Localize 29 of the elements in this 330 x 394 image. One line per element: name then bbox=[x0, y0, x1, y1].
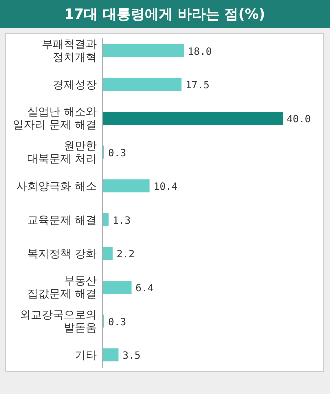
y-tick-label: 사회양극화 해소 bbox=[16, 180, 97, 194]
y-tick-label: 실업난 해소와 일자리 문제 해결 bbox=[13, 106, 97, 132]
bar bbox=[103, 247, 113, 260]
y-tick-label: 부동산 집값문제 해결 bbox=[28, 274, 97, 300]
bar bbox=[103, 213, 109, 226]
bar bbox=[103, 44, 184, 58]
y-tick-label: 기타 bbox=[75, 349, 97, 362]
bar bbox=[103, 78, 182, 92]
bar bbox=[103, 180, 150, 193]
data-label: 18.0 bbox=[188, 46, 212, 58]
bar bbox=[103, 281, 132, 294]
chart-title: 17대 대통령에게 바라는 점(%) bbox=[64, 7, 266, 23]
data-label: 10.4 bbox=[154, 182, 178, 194]
y-tick-label: 경제성장 bbox=[53, 78, 97, 92]
y-tick-label: 원만한 대북문제 처리 bbox=[28, 139, 97, 166]
y-tick-label: 외교강국으로의 발돋움 bbox=[20, 308, 97, 334]
data-label: 2.2 bbox=[116, 250, 135, 261]
data-label: 40.0 bbox=[287, 114, 312, 126]
y-tick-label: 부패척결과 정치개혁 bbox=[42, 38, 97, 64]
data-label: 6.4 bbox=[136, 284, 154, 294]
bar bbox=[103, 348, 119, 362]
bar bbox=[103, 112, 283, 125]
y-tick-label: 복지정책 강화 bbox=[28, 248, 97, 261]
y-tick-label: 교육문제 해결 bbox=[28, 214, 97, 227]
data-label: 1.3 bbox=[112, 216, 131, 227]
data-label: 0.3 bbox=[108, 317, 126, 328]
data-label: 0.3 bbox=[108, 148, 126, 160]
data-label: 3.5 bbox=[122, 351, 141, 362]
data-label: 17.5 bbox=[186, 80, 210, 92]
